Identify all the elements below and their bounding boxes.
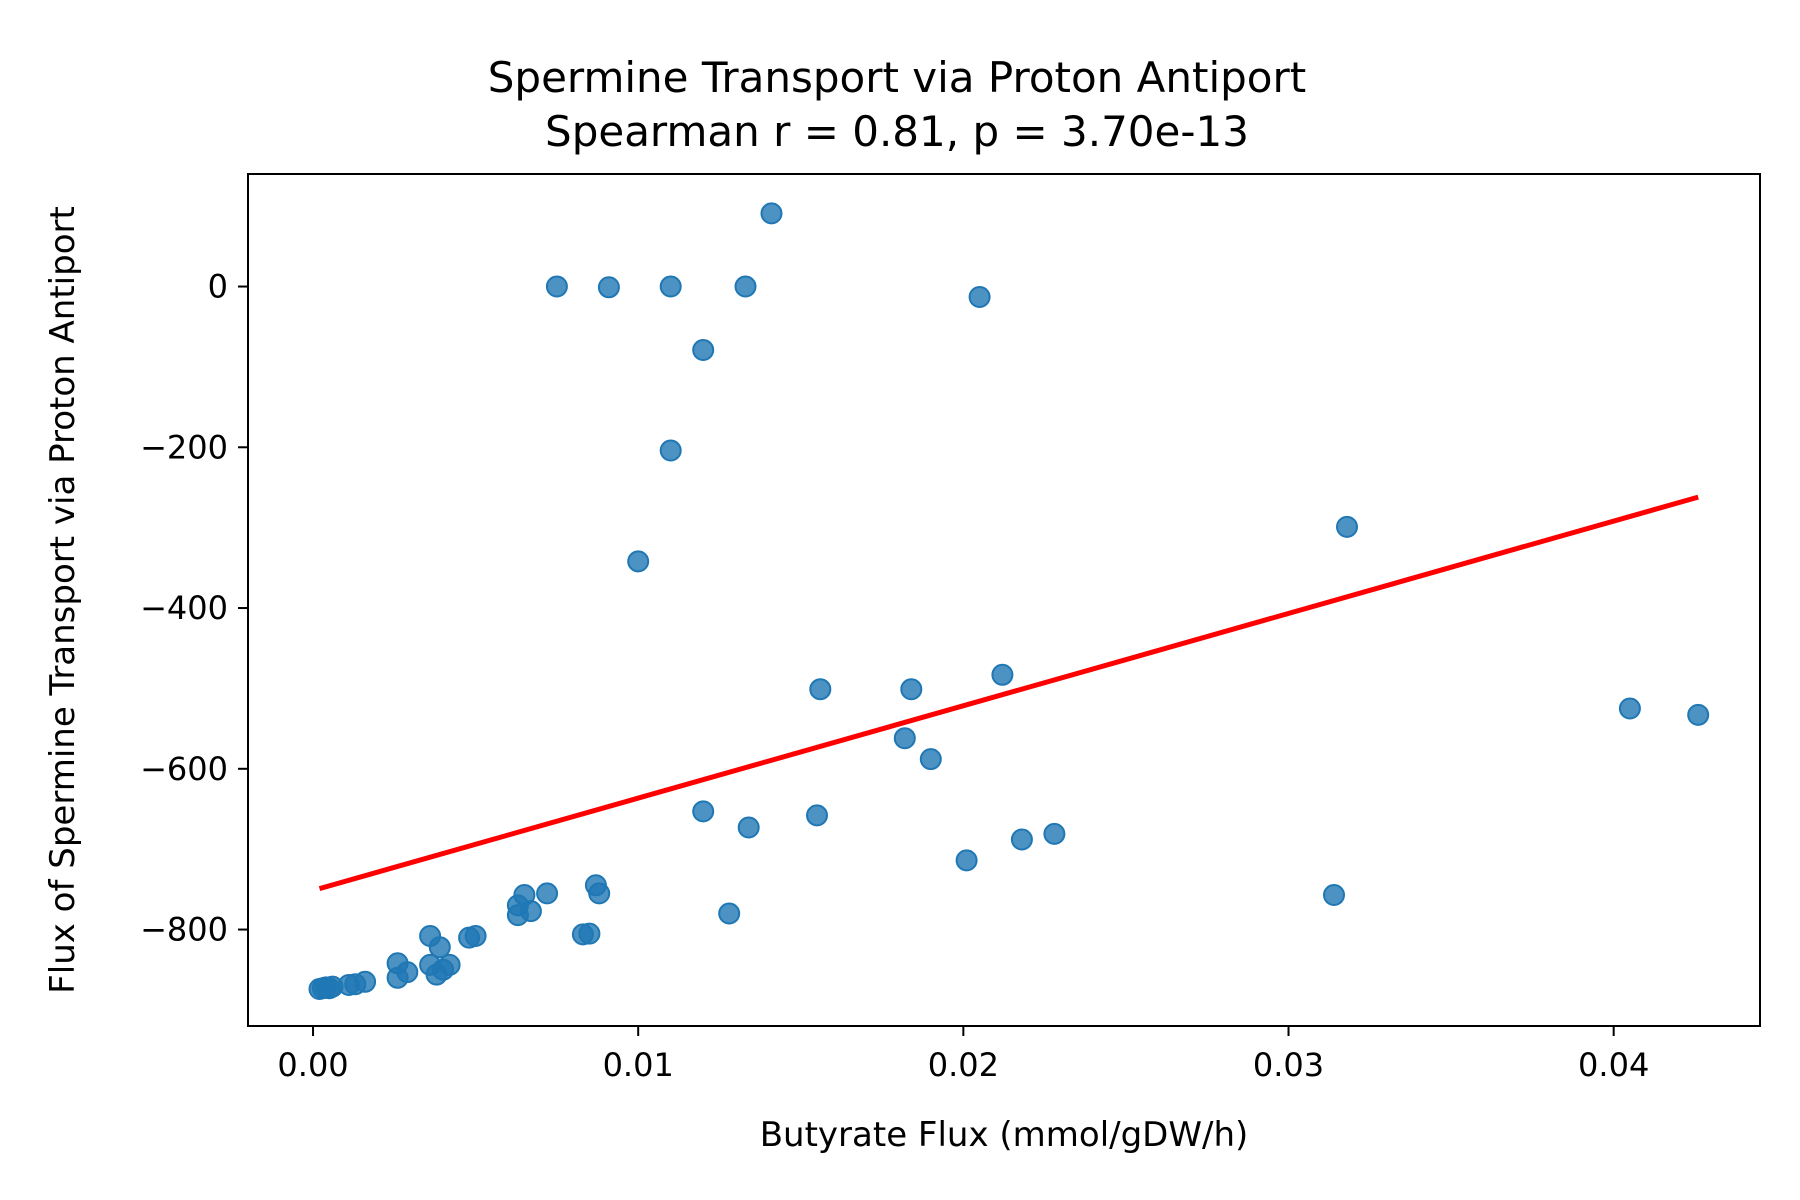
x-tick-label: 0.03 bbox=[1253, 1046, 1324, 1084]
data-point bbox=[396, 961, 419, 984]
data-point bbox=[519, 900, 542, 923]
data-point bbox=[955, 849, 978, 872]
data-point bbox=[659, 439, 682, 462]
x-tick-label: 0.01 bbox=[603, 1046, 674, 1084]
data-point bbox=[1687, 703, 1710, 726]
x-axis-label: Butyrate Flux (mmol/gDW/h) bbox=[760, 1115, 1249, 1155]
data-point bbox=[354, 970, 377, 993]
fit-line-layer bbox=[318, 494, 1699, 892]
data-point bbox=[1010, 828, 1033, 851]
data-point bbox=[464, 925, 487, 947]
data-point bbox=[893, 727, 916, 750]
data-point bbox=[659, 275, 682, 298]
data-point bbox=[428, 936, 451, 959]
y-axis-ticks: 0 −200 −400 −600 −800 bbox=[140, 268, 248, 949]
data-point bbox=[968, 286, 991, 308]
data-point bbox=[718, 902, 741, 925]
data-point bbox=[578, 922, 601, 945]
y-axis-label: Flux of Spermine Transport via Proton An… bbox=[43, 206, 83, 994]
y-tick-label: 0 bbox=[208, 268, 228, 306]
data-point bbox=[438, 953, 461, 976]
data-point bbox=[760, 202, 783, 225]
data-point bbox=[1323, 884, 1345, 906]
plot-area bbox=[308, 202, 1710, 1000]
data-point bbox=[1043, 822, 1066, 845]
data-point bbox=[692, 339, 715, 361]
x-tick-label: 0.00 bbox=[277, 1046, 348, 1084]
data-point bbox=[900, 678, 923, 701]
data-point bbox=[536, 882, 559, 905]
data-point bbox=[627, 550, 650, 573]
x-tick-label: 0.04 bbox=[1578, 1046, 1649, 1084]
data-point bbox=[991, 663, 1014, 686]
x-tick-label: 0.02 bbox=[928, 1046, 999, 1084]
points-layer bbox=[308, 202, 1710, 1000]
y-tick-label: −800 bbox=[140, 911, 228, 949]
data-point bbox=[588, 882, 611, 905]
y-tick-label: −600 bbox=[140, 750, 228, 788]
axes-frame bbox=[247, 173, 1761, 1027]
data-point bbox=[734, 275, 757, 298]
fit-line bbox=[318, 494, 1699, 892]
data-point bbox=[809, 678, 832, 701]
data-point bbox=[737, 816, 760, 839]
chart-subtitle: Spearman r = 0.81, p = 3.70e-13 bbox=[545, 107, 1249, 156]
x-axis-ticks: 0.00 0.01 0.02 0.03 0.04 bbox=[277, 1026, 1649, 1084]
data-point bbox=[1336, 515, 1358, 538]
data-point bbox=[597, 276, 620, 299]
data-point bbox=[692, 800, 715, 823]
y-tick-label: −200 bbox=[140, 428, 228, 466]
y-tick-label: −400 bbox=[140, 589, 228, 627]
chart-title: Spermine Transport via Proton Antiport bbox=[488, 53, 1306, 102]
data-point bbox=[545, 275, 568, 298]
data-point bbox=[1618, 697, 1641, 720]
data-point bbox=[806, 804, 828, 827]
data-point bbox=[919, 748, 942, 771]
